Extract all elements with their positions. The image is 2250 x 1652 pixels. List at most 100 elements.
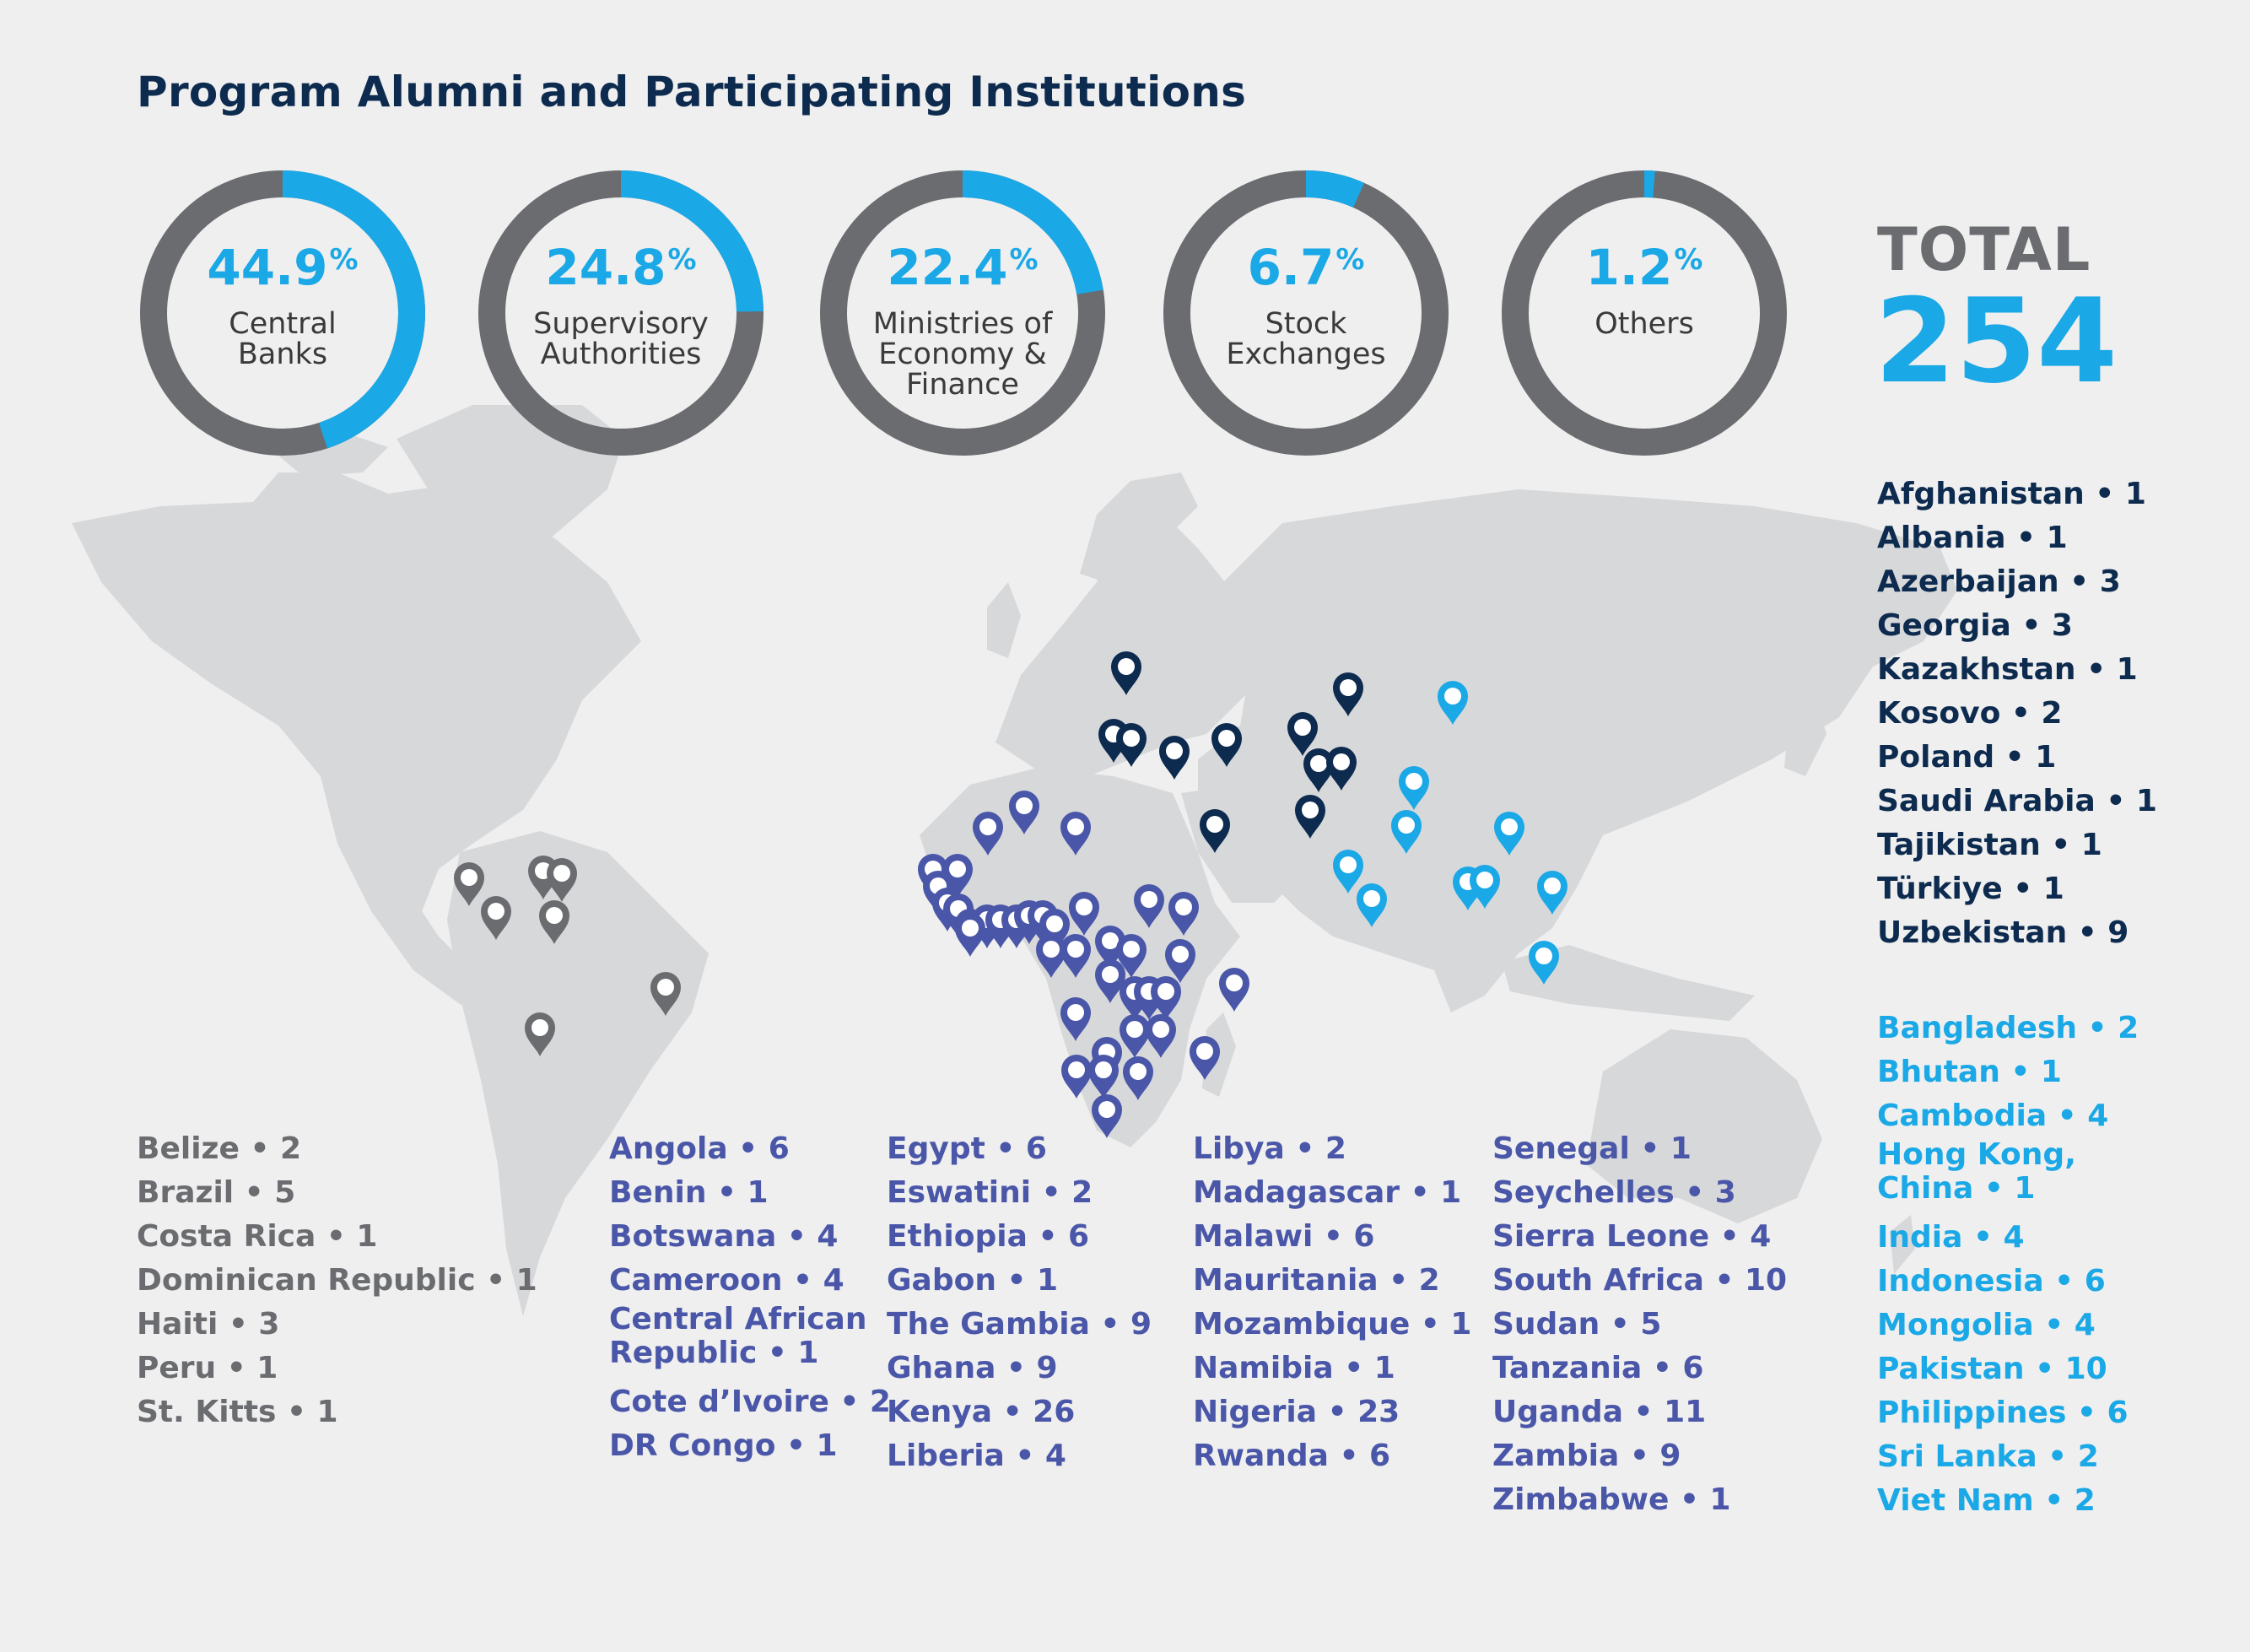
map-pin-icon	[1060, 997, 1091, 1041]
country-entry: Sudan • 5	[1492, 1307, 1662, 1342]
country-entry: Malawi • 6	[1193, 1219, 1375, 1254]
south-america-landmass	[447, 831, 709, 1316]
donut-value-unit: %	[1335, 243, 1365, 277]
donut-label: Central Banks	[229, 307, 337, 371]
country-entry: Peru • 1	[137, 1351, 278, 1385]
total-value: 254	[1875, 273, 2118, 409]
country-entry: Belize • 2	[137, 1131, 302, 1166]
country-entry: Zimbabwe • 1	[1492, 1482, 1731, 1517]
north-america-landmass	[72, 472, 641, 1021]
africa-country-list-4: Senegal • 1 Seychelles • 3 Sierra Leone • …	[1492, 1127, 1787, 1522]
map-pin-icon	[1357, 883, 1387, 927]
map-pin-icon	[1190, 1036, 1220, 1080]
map-pin-icon	[539, 900, 569, 944]
map-pin-icon	[1151, 976, 1181, 1020]
donut-value-number: 24.8	[545, 239, 666, 296]
map-pin-icon	[1039, 909, 1070, 953]
country-entry: Angola • 6	[609, 1131, 790, 1166]
country-entry: Ethiopia • 6	[887, 1219, 1090, 1254]
country-entry: India • 4	[1877, 1220, 2025, 1255]
map-pin-icon	[1219, 968, 1249, 1012]
country-entry: Cote d’Ivoire • 2	[609, 1385, 891, 1419]
country-entry: Viet Nam • 2	[1877, 1483, 2096, 1518]
uk-landmass	[987, 582, 1021, 658]
total-label: TOTAL	[1877, 215, 2091, 284]
donut-ring: 22.4% Ministries of Economy & Finance	[817, 167, 1109, 459]
country-entry: Egypt • 6	[887, 1131, 1047, 1166]
country-entry: Madagascar • 1	[1193, 1175, 1462, 1210]
page-title: Program Alumni and Participating Institu…	[137, 67, 1247, 116]
map-pin-icon	[1399, 766, 1429, 810]
africa-country-list-3: Libya • 2 Madagascar • 1 Malawi • 6 Maurita…	[1193, 1127, 1471, 1478]
map-pin-icon	[1134, 884, 1164, 928]
donut-ring: 24.8% Supervisory Authorities	[475, 167, 767, 459]
map-pin-icon	[1159, 736, 1190, 780]
map-pin-icon	[481, 896, 511, 940]
map-pin-icon	[547, 858, 577, 902]
map-pin-icon	[1146, 1014, 1176, 1058]
country-entry: Sri Lanka • 2	[1877, 1439, 2099, 1474]
country-entry: Uzbekistan • 9	[1877, 915, 2129, 950]
country-entry: Albania • 1	[1877, 521, 2068, 555]
country-entry: Azerbaijan • 3	[1877, 564, 2121, 599]
donut-value: 1.2%	[1498, 239, 1790, 296]
americas-country-list: Belize • 2 Brazil • 5 Costa Rica • 1 Domini…	[137, 1127, 537, 1434]
donut-share-arc	[478, 170, 763, 456]
map-pin-icon	[955, 913, 985, 957]
map-pin-icon	[1060, 934, 1091, 978]
map-pin-icon	[1088, 1055, 1119, 1099]
australia-landmass	[1586, 1029, 1822, 1223]
donut-chart	[1502, 170, 1787, 456]
country-entry: Libya • 2	[1193, 1131, 1346, 1166]
donut-value: 24.8%	[475, 239, 767, 296]
map-pin-icon	[1009, 791, 1039, 834]
country-entry: Nigeria • 23	[1193, 1395, 1400, 1429]
donut-label: Ministries of Economy & Finance	[872, 307, 1053, 402]
country-entry: South Africa • 10	[1492, 1263, 1788, 1298]
donut-value: 22.4%	[817, 239, 1109, 296]
map-pin-icon	[1069, 892, 1099, 936]
location-markers	[454, 651, 1567, 1138]
donut-share-arc	[1502, 170, 1787, 456]
donut-value-number: 22.4	[887, 239, 1008, 296]
country-entry: Pakistan • 10	[1877, 1352, 2107, 1386]
map-pin-icon	[650, 972, 681, 1016]
country-entry: DR Congo • 1	[609, 1428, 838, 1463]
map-pin-icon	[1123, 1056, 1153, 1100]
map-pin-icon	[1438, 681, 1468, 725]
asia-pacific-country-list: Bangladesh • 2 Bhutan • 1 Cambodia • 4 Hong…	[1877, 1007, 2139, 1523]
map-pin-icon	[1095, 959, 1125, 1003]
map-pin-icon	[1036, 934, 1066, 978]
donut-chart	[1163, 170, 1449, 456]
donut-value-number: 44.9	[207, 239, 328, 296]
donut-chart	[820, 170, 1105, 456]
donut-chart	[140, 170, 425, 456]
donut-value-unit: %	[1009, 243, 1039, 277]
map-pin-icon	[1211, 723, 1242, 767]
country-entry: Afghanistan • 1	[1877, 477, 2146, 511]
country-entry: The Gambia • 9	[887, 1307, 1152, 1342]
map-pin-icon	[1060, 812, 1091, 856]
europe-landmass	[996, 515, 1265, 776]
country-entry: Cameroon • 4	[609, 1263, 844, 1298]
map-pin-icon	[1287, 712, 1318, 756]
map-pin-icon	[1391, 810, 1422, 854]
country-entry: Bangladesh • 2	[1877, 1011, 2139, 1045]
map-pin-icon	[1120, 1014, 1150, 1058]
country-entry: Haiti • 3	[137, 1307, 280, 1342]
map-pin-icon	[1494, 812, 1524, 856]
country-entry: Uganda • 11	[1492, 1395, 1707, 1429]
map-pin-icon	[973, 812, 1003, 856]
donut-value-number: 1.2	[1585, 239, 1673, 296]
donut-share-arc	[1163, 170, 1449, 456]
europe-central-asia-country-list: Afghanistan • 1 Albania • 1 Azerbaijan • 3…	[1877, 472, 2157, 955]
country-entry: Costa Rica • 1	[137, 1219, 378, 1254]
country-entry: Saudi Arabia • 1	[1877, 784, 2157, 818]
map-pin-icon	[1303, 748, 1334, 792]
arctic-islands-landmass	[278, 430, 388, 477]
country-entry: St. Kitts • 1	[137, 1395, 338, 1429]
country-entry: Eswatini • 2	[887, 1175, 1093, 1210]
country-entry: Benin • 1	[609, 1175, 769, 1210]
country-entry: Mauritania • 2	[1193, 1263, 1440, 1298]
